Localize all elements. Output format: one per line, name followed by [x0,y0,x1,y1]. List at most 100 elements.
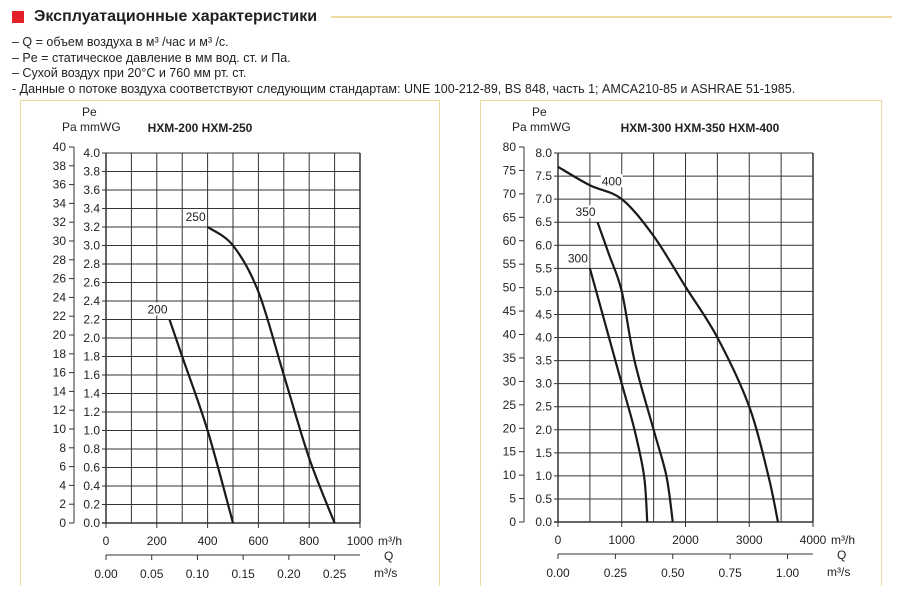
section-header: Эксплуатационные характеристики [12,8,892,26]
x-tick-label: 3000 [736,533,763,547]
y-tick-label-mmwg: 1.5 [535,446,552,460]
y-tick-label-mmwg: 0.2 [83,498,100,512]
y-tick-label-pa: 10 [53,422,67,436]
note: – Q = объем воздуха в м³ /час и м³ /с. [12,35,229,49]
y-tick-label-pa: 45 [503,304,517,318]
y-tick-label-pa: 4 [59,478,66,492]
y-tick-label-pa: 26 [53,272,67,286]
x-axis-unit: m³/h [378,534,402,548]
y-tick-label-mmwg: 2.0 [83,331,100,345]
y-tick-label-mmwg: 1.2 [83,405,100,419]
y-tick-label-pa: 65 [503,210,517,224]
x2-tick-label: 0.05 [140,567,164,581]
series-label-400: 400 [602,174,622,188]
series-curve-350 [596,221,674,523]
x-tick-label: 0 [555,533,562,547]
y-tick-label-pa: 20 [503,421,517,435]
y-tick-label-mmwg: 5.0 [535,284,552,298]
header-rule [331,16,892,18]
x2-tick-label: 1.00 [776,566,800,580]
y-tick-label-mmwg: 1.0 [535,469,552,483]
series-label-bg [574,205,597,219]
y-tick-label-pa: 5 [509,492,516,506]
y-tick-label-mmwg: 8.0 [535,146,552,160]
y-tick-label-pa: 15 [503,445,517,459]
x2-tick-label: 0.50 [661,566,685,580]
chart-frame-right [480,100,882,586]
x-axis-unit: m³/h [831,533,855,547]
y-axis-unit-pa: Pa [62,120,77,134]
series-label-bg [184,210,207,223]
x-tick-label: 4000 [800,533,827,547]
series-label-250: 250 [186,210,206,224]
y-tick-label-mmwg: 5.5 [535,261,552,275]
y-tick-label-mmwg: 4.0 [535,331,552,345]
x2-axis-unit: m³/s [827,565,850,579]
y-tick-label-mmwg: 2.8 [83,257,100,271]
y-tick-label-mmwg: 0.5 [535,492,552,506]
y-tick-label-pa: 10 [503,468,517,482]
x2-tick-label: 0.15 [231,567,255,581]
y-tick-label-mmwg: 1.8 [83,350,100,364]
y-tick-label-mmwg: 4.5 [535,307,552,321]
y-tick-label-pa: 6 [59,460,66,474]
y-tick-label-pa: 60 [503,234,517,248]
y-tick-label-pa: 22 [53,309,67,323]
y-tick-label-pa: 18 [53,347,67,361]
x-tick-label: 800 [299,534,319,548]
series-label-bg [600,174,623,188]
x-tick-label: 400 [198,534,218,548]
x-tick-label: 1000 [608,533,635,547]
x2-tick-label: 0.25 [604,566,628,580]
y-tick-label-pa: 30 [503,374,517,388]
series-curve-250 [206,226,336,524]
y-tick-label-mmwg: 3.0 [535,377,552,391]
y-tick-label-pa: 14 [53,384,67,398]
y-tick-label-pa: 28 [53,253,67,267]
x2-tick-label: 0.25 [323,567,347,581]
x2-tick-label: 0.00 [94,567,118,581]
y-tick-label-mmwg: 3.0 [83,239,100,253]
y-tick-label-mmwg: 0.6 [83,461,100,475]
y-tick-label-mmwg: 2.4 [83,294,100,308]
y-axis-unit-mmwg: mmWG [530,120,571,134]
y-tick-label-mmwg: 3.6 [83,183,100,197]
y-tick-label-pa: 34 [53,196,67,210]
y-tick-label-pa: 80 [503,140,517,154]
y-tick-label-pa: 0 [509,515,516,529]
y-tick-label-pa: 70 [503,187,517,201]
y-tick-label-pa: 8 [59,441,66,455]
chart-title: HXM-300 HXM-350 HXM-400 [621,121,780,135]
y-tick-label-mmwg: 3.8 [83,165,100,179]
y-tick-label-mmwg: 1.4 [83,387,100,401]
y-tick-label-mmwg: 0.0 [535,515,552,529]
y-tick-label-pa: 40 [53,140,67,154]
y-tick-label-pa: 30 [53,234,67,248]
y-tick-label-mmwg: 0.4 [83,479,100,493]
x-axis-label: Q [384,549,393,563]
y-tick-label-pa: 25 [503,398,517,412]
y-tick-label-mmwg: 3.2 [83,220,100,234]
chart-frame-left [20,100,440,586]
series-label-350: 350 [576,205,596,219]
y-tick-label-pa: 12 [53,403,67,417]
y-tick-label-pa: 20 [53,328,67,342]
y-axis-label-pe: Pe [82,105,97,119]
series-label-300: 300 [568,251,588,265]
y-tick-label-mmwg: 0.8 [83,442,100,456]
y-tick-label-pa: 24 [53,290,67,304]
x-tick-label: 200 [147,534,167,548]
y-tick-label-mmwg: 6.0 [535,238,552,252]
y-tick-label-mmwg: 2.0 [535,423,552,437]
series-label-bg [146,302,169,316]
y-tick-label-mmwg: 6.5 [535,215,552,229]
section-title: Эксплуатационные характеристики [34,8,318,25]
y-axis-unit-pa: Pa [512,120,527,134]
y-tick-label-mmwg: 2.6 [83,276,100,290]
y-axis-label-pe: Pe [532,105,547,119]
notes: – Q = объем воздуха в м³ /час и м³ /с. –… [12,35,795,97]
y-tick-label-mmwg: 7.0 [535,192,552,206]
y-tick-label-mmwg: 1.6 [83,368,100,382]
x2-tick-label: 0.20 [277,567,301,581]
